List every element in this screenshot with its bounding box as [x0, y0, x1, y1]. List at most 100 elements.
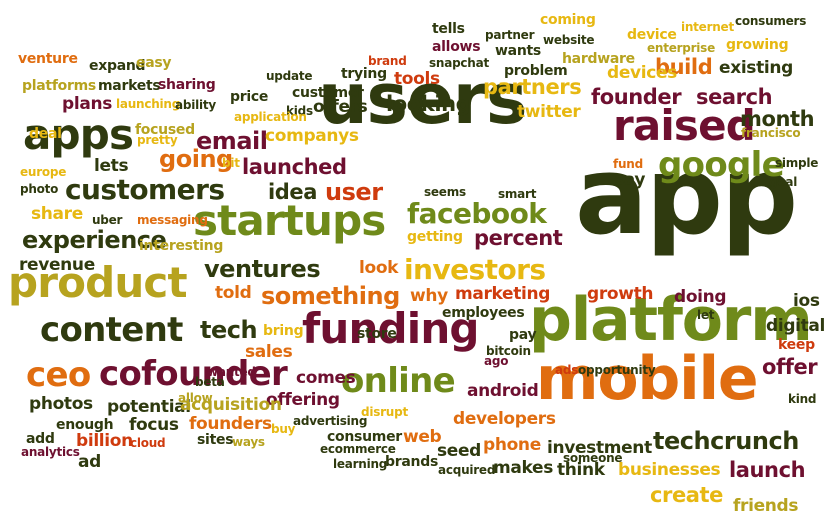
- word: kids: [286, 104, 313, 118]
- word: simple: [775, 156, 819, 170]
- word: enough: [56, 417, 114, 433]
- word: tools: [394, 69, 440, 89]
- word: ability: [175, 98, 216, 112]
- word: tech: [200, 316, 258, 344]
- word: markets: [98, 78, 161, 94]
- word: focused: [135, 122, 195, 138]
- word: apps: [23, 110, 134, 159]
- word: techcrunch: [653, 427, 799, 455]
- word: existing: [719, 58, 793, 78]
- word: disrupt: [361, 405, 408, 419]
- word: snapchat: [429, 56, 489, 70]
- word: hardware: [562, 51, 635, 67]
- word: growth: [587, 284, 654, 304]
- word: ios: [793, 291, 820, 311]
- word: email: [196, 127, 268, 155]
- word: developers: [453, 409, 556, 429]
- word: wanted: [207, 365, 256, 379]
- word: cloud: [130, 436, 166, 450]
- word: platform: [529, 285, 813, 355]
- word: enterprise: [647, 41, 715, 55]
- word: pretty: [137, 133, 178, 147]
- word: potential: [107, 397, 191, 417]
- word: ecommerce: [320, 442, 396, 456]
- word: partner: [485, 28, 535, 42]
- word: smart: [498, 187, 537, 201]
- word: add: [26, 431, 55, 447]
- word: website: [543, 33, 595, 47]
- word: brand: [368, 54, 407, 68]
- word: getting: [407, 229, 463, 245]
- word: investors: [404, 253, 546, 286]
- word: comes: [296, 368, 356, 388]
- word: customer: [292, 85, 364, 101]
- word: build: [655, 55, 713, 79]
- word: interesting: [139, 238, 224, 254]
- word: experience: [22, 226, 167, 254]
- word: goal: [769, 175, 798, 189]
- word: say: [614, 170, 646, 190]
- word: told: [215, 283, 252, 303]
- word: brands: [385, 454, 439, 470]
- word: allow: [178, 391, 213, 405]
- word: bring: [263, 323, 304, 339]
- word: launch: [729, 458, 806, 482]
- word: customers: [65, 173, 225, 206]
- word: fund: [613, 157, 643, 171]
- word: devices: [607, 63, 677, 83]
- word: store: [357, 326, 397, 342]
- word: bit: [222, 156, 240, 170]
- word: opportunity: [578, 363, 656, 377]
- word: learning: [333, 457, 388, 471]
- word: photo: [20, 182, 59, 196]
- word: user: [325, 178, 383, 206]
- word: cofounder: [99, 354, 288, 394]
- word: pay: [509, 327, 537, 343]
- word: launched: [242, 155, 347, 179]
- word: founder: [591, 85, 682, 109]
- word: bitcoin: [486, 344, 531, 358]
- word: device: [627, 27, 677, 43]
- word: why: [410, 286, 448, 306]
- word: content: [40, 310, 183, 350]
- word: companys: [265, 126, 359, 146]
- word: think: [557, 460, 605, 480]
- word: raised: [613, 101, 756, 150]
- word: update: [266, 69, 313, 83]
- word: acquisition: [180, 395, 282, 415]
- word: launching: [116, 97, 181, 111]
- word: trying: [341, 66, 387, 82]
- word: someone: [563, 451, 623, 465]
- word: going: [159, 145, 233, 173]
- word: android: [467, 381, 539, 401]
- word: acquired: [438, 463, 496, 477]
- word: ceo: [26, 355, 91, 395]
- word: seems: [424, 185, 466, 199]
- word: venture: [18, 51, 78, 67]
- word: allows: [432, 39, 481, 55]
- word: create: [650, 483, 723, 507]
- word: phone: [483, 435, 541, 455]
- word: plans: [62, 94, 112, 114]
- word: ad: [78, 452, 101, 472]
- word: employees: [442, 305, 525, 321]
- word: makes: [493, 458, 553, 478]
- word: digital: [766, 316, 826, 336]
- word: startups: [193, 196, 386, 245]
- word: facebook: [407, 197, 547, 230]
- word: platforms: [22, 78, 96, 94]
- word: internet: [681, 20, 734, 34]
- word: price: [230, 89, 269, 105]
- word: consumer: [327, 429, 402, 445]
- word: share: [31, 204, 83, 224]
- word: doing: [674, 287, 727, 307]
- word: expand: [89, 58, 146, 74]
- word: ways: [232, 435, 265, 449]
- word: revenue: [19, 255, 95, 275]
- word: advertising: [293, 414, 368, 428]
- word: product: [8, 258, 188, 307]
- word: europe: [20, 165, 67, 179]
- word: looking: [386, 92, 471, 116]
- word: users: [318, 58, 528, 140]
